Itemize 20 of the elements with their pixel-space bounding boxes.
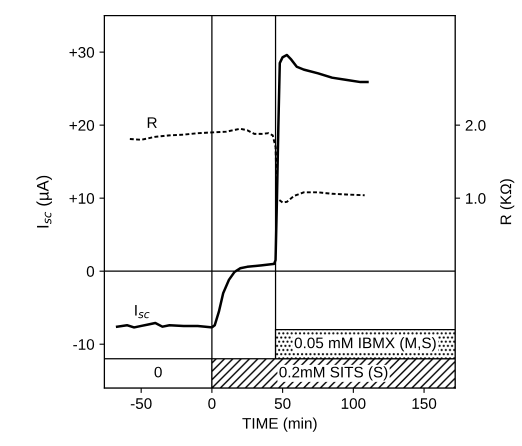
band-label: 0 [154, 366, 162, 378]
y-tick-label: +20 [70, 120, 94, 131]
y-tick-label: -10 [73, 339, 94, 350]
y2-tick-label: 1.0 [466, 193, 486, 204]
y-tick-label: +10 [70, 193, 94, 204]
band-label: 0.05 mM IBMX (M,S) [294, 337, 436, 352]
series-label: R [148, 117, 157, 128]
x-tick-label: 50 [274, 398, 291, 409]
y-tick-label: 0 [86, 266, 94, 277]
x-tick-label: 150 [412, 398, 436, 409]
x-tick-label: 100 [342, 398, 366, 409]
band-label: 0.2mM SITS (S) [279, 366, 388, 381]
x-axis-title: TIME (min) [242, 418, 317, 432]
series-label: I$_{sc}$ [135, 305, 150, 318]
y-axis-title: I$_{sc}$ (µA) [36, 176, 52, 228]
x-tick-label: 0 [208, 398, 216, 409]
x-tick-label: -50 [130, 398, 152, 409]
y2-tick-label: 2.0 [466, 120, 486, 131]
y2-axis-title: R (KΩ) [500, 179, 514, 224]
y-tick-label: +30 [70, 46, 94, 58]
